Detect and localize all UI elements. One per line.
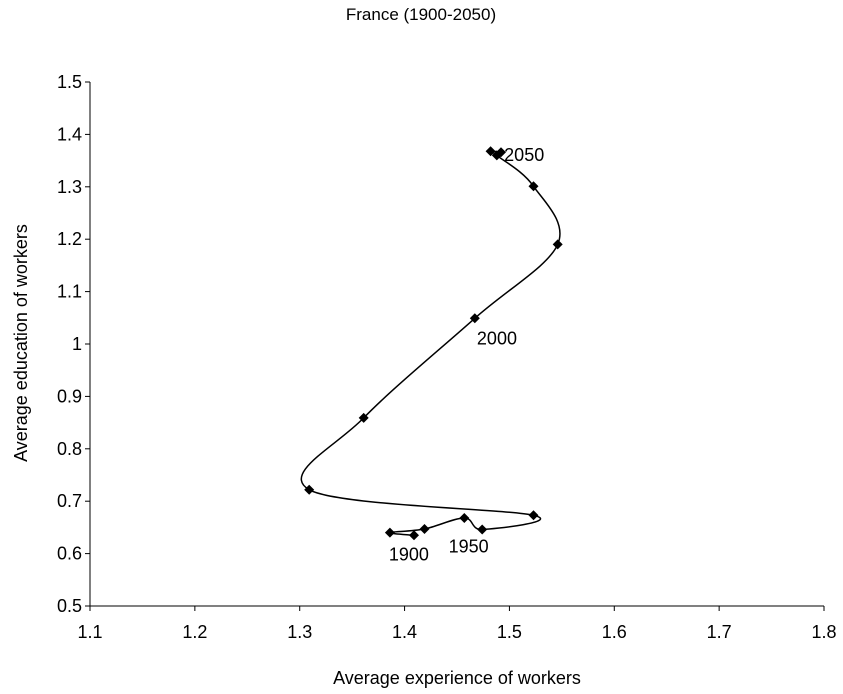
data-point (477, 524, 488, 535)
y-tick-label: 1.4 (57, 124, 82, 144)
x-tick-label: 1.8 (811, 622, 836, 642)
y-tick-label: 1.2 (57, 229, 82, 249)
y-tick-label: 0.8 (57, 439, 82, 459)
x-axis-label: Average experience of workers (333, 668, 581, 688)
data-point (304, 484, 315, 495)
y-tick-label: 0.5 (57, 596, 82, 616)
data-point (409, 530, 419, 541)
data-point (485, 146, 496, 157)
year-annotation: 2050 (504, 145, 544, 165)
year-annotation: 2000 (477, 329, 517, 349)
y-axis-ticks: 0.5 0.6 0.7 0.8 0.9 1 1.1 1.2 1.3 1.4 1.5 (57, 72, 90, 616)
data-point (419, 524, 430, 534)
year-annotation: 1950 (449, 537, 489, 557)
x-tick-label: 1.1 (77, 622, 102, 642)
chart-title: France (1900-2050) (346, 5, 496, 24)
data-point (469, 313, 480, 324)
y-tick-label: 0.9 (57, 386, 82, 406)
y-tick-label: 1.1 (57, 282, 82, 302)
year-annotation: 1900 (389, 545, 429, 565)
y-tick-label: 1.5 (57, 72, 82, 92)
data-point (528, 181, 539, 192)
y-tick-label: 1.3 (57, 177, 82, 197)
data-points (304, 146, 563, 541)
x-tick-label: 1.7 (707, 622, 732, 642)
data-point (459, 513, 470, 523)
data-point (552, 239, 563, 250)
x-tick-label: 1.3 (287, 622, 312, 642)
y-tick-label: 0.6 (57, 544, 82, 564)
x-tick-label: 1.4 (392, 622, 417, 642)
x-tick-label: 1.5 (497, 622, 522, 642)
x-tick-label: 1.6 (602, 622, 627, 642)
y-axis-label: Average education of workers (11, 224, 31, 462)
annotations: 1900 1950 2000 2050 (389, 145, 544, 565)
x-axis-ticks: 1.1 1.2 1.3 1.4 1.5 1.6 1.7 1.8 (77, 606, 837, 642)
x-tick-label: 1.2 (182, 622, 207, 642)
y-tick-label: 1 (72, 334, 82, 354)
series-line (300, 150, 561, 537)
data-point (528, 510, 539, 521)
data-point (358, 412, 369, 423)
data-point (384, 527, 395, 538)
y-tick-label: 0.7 (57, 491, 82, 511)
data-point (496, 147, 506, 158)
